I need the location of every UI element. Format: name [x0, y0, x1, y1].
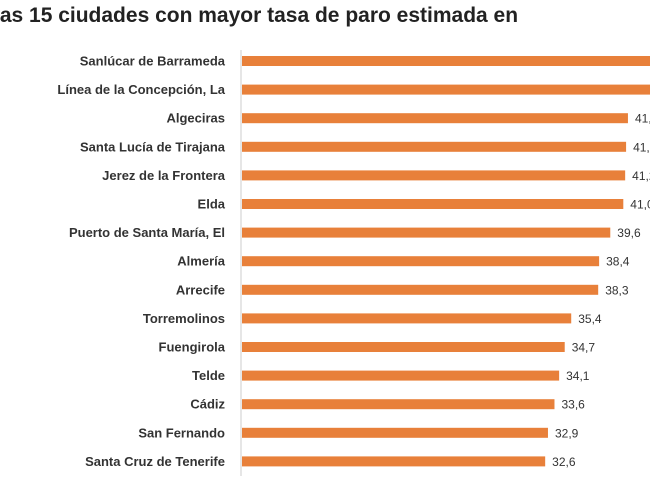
value-label: 38,4	[606, 255, 630, 269]
bar	[242, 284, 599, 295]
bar	[242, 141, 627, 152]
category-label: Algeciras	[166, 111, 225, 126]
value-label: 38,3	[605, 283, 629, 297]
value-label: 32,6	[552, 455, 576, 469]
category-label: Telde	[192, 368, 225, 383]
bar	[242, 199, 624, 209]
bar	[242, 56, 650, 66]
category-label: San Fernando	[138, 425, 225, 440]
category-label: Jerez de la Frontera	[102, 168, 226, 183]
bar	[242, 227, 611, 238]
value-label: 32,9	[555, 426, 579, 440]
category-label: Santa Cruz de Tenerife	[85, 454, 225, 469]
category-label: Arrecife	[176, 282, 225, 297]
chart-title: Las 15 ciudades con mayor tasa de paro e…	[0, 4, 519, 27]
bar	[242, 342, 565, 352]
value-label: 34,7	[572, 341, 596, 355]
category-label: Elda	[198, 197, 226, 212]
value-label: 41,3	[633, 140, 650, 154]
bar	[242, 113, 628, 124]
value-label: 33,6	[561, 398, 585, 412]
bar	[242, 256, 600, 267]
bar	[242, 313, 572, 324]
bar	[242, 427, 548, 438]
bar	[242, 170, 626, 181]
bar	[242, 399, 555, 410]
category-label: Sanlúcar de Barrameda	[80, 54, 226, 69]
category-label: Línea de la Concepción, La	[57, 82, 225, 97]
category-label: Santa Lucía de Tirajana	[80, 139, 226, 154]
bar	[242, 370, 560, 381]
bar	[242, 456, 546, 467]
value-label: 41,5	[635, 112, 650, 126]
category-label: Torremolinos	[143, 311, 225, 326]
category-label: Fuengirola	[159, 340, 226, 355]
value-label: 34,1	[566, 369, 590, 383]
category-label: Puerto de Santa María, El	[69, 225, 225, 240]
value-label: 41,2	[632, 169, 650, 183]
category-label: Cádiz	[190, 397, 225, 412]
value-label: 39,6	[617, 226, 641, 240]
category-label: Almería	[177, 254, 225, 269]
bar	[242, 84, 650, 95]
value-label: 35,4	[578, 312, 602, 326]
value-label: 41,0	[630, 198, 650, 212]
